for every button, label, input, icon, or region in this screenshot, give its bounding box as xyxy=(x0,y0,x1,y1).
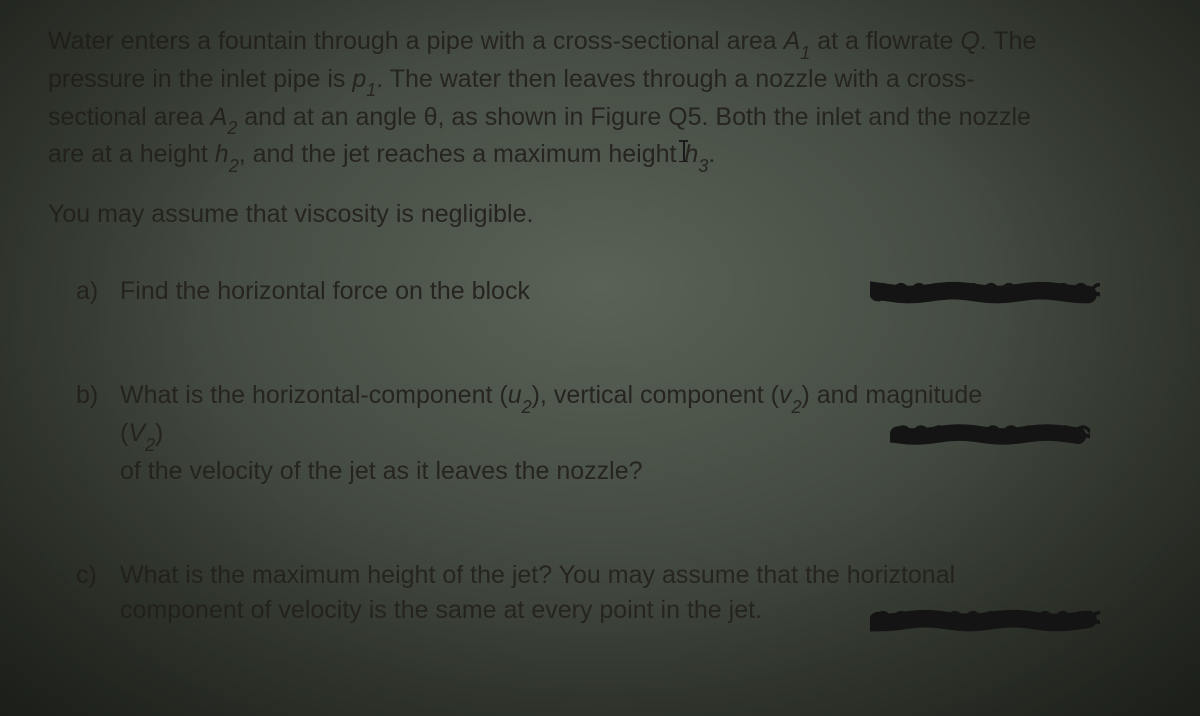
assumption-text: You may assume that viscosity is negligi… xyxy=(48,197,1152,232)
intro-text: are at a height xyxy=(48,140,215,168)
intro-paragraph: Water enters a fountain through a pipe w… xyxy=(48,24,1152,175)
intro-text: , and the jet reaches a maximum height xyxy=(239,140,684,168)
question-letter: a) xyxy=(76,274,120,309)
sym-h3: h3 xyxy=(684,140,708,168)
intro-text: . The xyxy=(980,27,1037,55)
redaction-scribble xyxy=(870,603,1100,635)
sym-A2: A2 xyxy=(211,103,238,131)
intro-text: . xyxy=(708,140,715,168)
intro-text: . The water then leaves through a nozzle… xyxy=(376,65,974,93)
redaction-scribble xyxy=(890,418,1090,448)
sym-Q: Q xyxy=(960,27,979,55)
intro-text: , as shown in Figure Q5. Both the inlet … xyxy=(438,103,1031,131)
sym-h2: h2 xyxy=(215,140,239,168)
question-letter: c) xyxy=(76,558,120,593)
redaction-scribble xyxy=(870,275,1100,307)
intro-text: and at an angle xyxy=(237,103,423,131)
sym-u2: u2 xyxy=(508,381,532,409)
intro-text: Water enters a fountain through a pipe w… xyxy=(48,27,784,55)
sym-p1: p1 xyxy=(352,65,376,93)
sym-A1: A1 xyxy=(784,27,811,55)
intro-text: pressure in the inlet pipe is xyxy=(48,65,352,93)
text-cursor-icon xyxy=(683,140,684,162)
intro-text: at a flowrate xyxy=(810,27,960,55)
sym-v2: v2 xyxy=(779,381,802,409)
question-letter: b) xyxy=(76,378,120,413)
sym-V2: V2 xyxy=(128,419,155,447)
sym-theta: θ xyxy=(424,103,438,131)
intro-text: sectional area xyxy=(48,103,211,131)
question-page: Water enters a fountain through a pipe w… xyxy=(0,0,1200,627)
